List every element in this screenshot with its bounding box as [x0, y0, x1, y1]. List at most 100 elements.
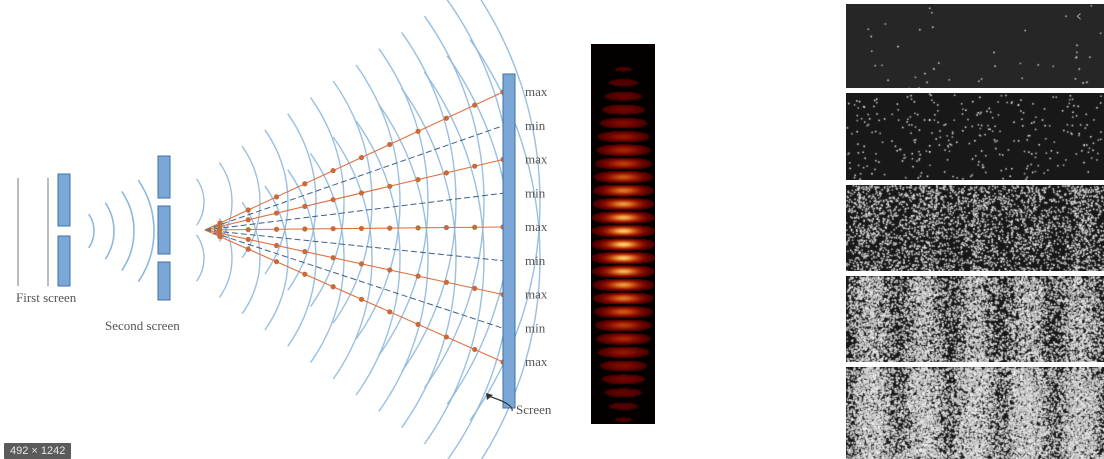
maximum-line [204, 229, 504, 363]
screen-pointer-arrowhead [486, 393, 493, 400]
slit-wavefront [241, 145, 261, 259]
minimum-line [204, 229, 504, 262]
intersection-dot [217, 234, 223, 240]
electron-hits [846, 93, 1104, 180]
first-slit-wavefront [121, 191, 135, 271]
max-label: max [525, 219, 548, 234]
min-label: min [525, 253, 546, 268]
intersection-dot [443, 224, 449, 231]
chevron-left-icon[interactable]: ‹ [1075, 6, 1082, 25]
intersection-dot [245, 236, 251, 242]
intersection-dot [330, 226, 336, 232]
intersection-dot [472, 102, 478, 108]
max-min-labels: max min max min max min max min max [525, 84, 548, 369]
intersection-dot [245, 246, 251, 252]
intersection-dot [358, 296, 365, 302]
intersection-dot [273, 210, 280, 216]
intersection-dot [273, 259, 280, 265]
first-screen-upper [57, 173, 71, 227]
double-slit-diagram: max min max min max min max min max First screen… [16, 0, 552, 459]
slit-wavefront [218, 162, 233, 242]
first-screen-lower [57, 235, 71, 287]
max-label: max [525, 152, 548, 167]
slit-wavefront [287, 113, 317, 291]
intersection-dot [472, 285, 478, 291]
intersection-dot [443, 334, 449, 340]
intersection-dot [472, 346, 478, 353]
buildup-panel [846, 93, 1104, 180]
intersection-dot [302, 203, 308, 209]
first-slit-wavefront [88, 213, 95, 249]
slit-wavefront [264, 129, 289, 275]
intersection-dot [302, 226, 308, 232]
intersection-dot [443, 115, 449, 121]
intersection-dot [443, 170, 449, 176]
intersection-dot [273, 194, 280, 200]
minimum-line [204, 192, 504, 231]
intersection-dot [358, 225, 365, 232]
min-label: min [525, 320, 546, 335]
intersection-dot [387, 309, 393, 315]
slit-wavefront [401, 87, 457, 429]
slit-wavefront [309, 97, 345, 307]
intersection-dot [273, 242, 280, 249]
first-screen-label: First screen [16, 290, 77, 305]
intersection-dot [330, 168, 336, 174]
fringe-pattern [591, 44, 655, 424]
first-slit-wavefront [137, 179, 155, 283]
interference-lines [204, 91, 504, 363]
maximum-line [204, 158, 504, 231]
interference-fringe-photo [591, 44, 655, 424]
intersection-dot [245, 217, 251, 223]
electron-hits [846, 276, 1104, 362]
slit-wavefront [218, 218, 233, 298]
intersection-dot [358, 261, 365, 267]
intersection-dot [245, 207, 251, 213]
intersection-dot [302, 271, 308, 277]
slit-wavefront [195, 178, 205, 226]
intersection-dot [302, 249, 308, 255]
maximum-line [204, 91, 504, 231]
min-label: min [525, 118, 546, 133]
minimum-line [204, 125, 504, 231]
wavefronts [88, 0, 541, 459]
second-screen-label: Second screen [105, 318, 180, 333]
slit-wavefront [332, 136, 373, 380]
intersection-dot [415, 176, 421, 183]
min-label: min [525, 185, 546, 200]
intersection-dot [415, 321, 421, 327]
buildup-panel [846, 185, 1104, 271]
intersection-dot [472, 224, 478, 230]
intersection-dot [358, 190, 365, 196]
maximum-line [204, 226, 504, 231]
slit-wavefront [423, 71, 485, 445]
intersection-dot [358, 154, 365, 161]
second-screen-middle [157, 205, 171, 255]
slit-wavefront [355, 120, 401, 396]
slit-wavefront [264, 185, 289, 331]
intersection-dot [443, 279, 449, 285]
slit-wavefront [332, 80, 373, 324]
intersection-dot [415, 225, 421, 231]
maximum-line [204, 229, 504, 296]
electron-hits [846, 185, 1104, 271]
intersection-dot [387, 183, 393, 189]
electron-buildup-panels: ‹ [846, 4, 1104, 459]
first-slit-wavefront [104, 202, 115, 260]
intersection-dot [330, 284, 336, 290]
slit-wavefront [287, 169, 317, 347]
screen-label: Screen [516, 402, 552, 417]
intersection-dot [302, 181, 308, 187]
second-screen-top [157, 155, 171, 199]
slit-wavefront [195, 234, 205, 282]
intersection-dot [472, 163, 478, 169]
intersection-dot [387, 225, 393, 231]
max-label: max [525, 354, 548, 369]
intersection-dot [245, 226, 251, 233]
intersection-dot [387, 267, 393, 273]
slit-wavefront [355, 64, 401, 340]
max-label: max [525, 84, 548, 99]
second-screen-bottom [157, 261, 171, 301]
electron-hits [846, 4, 1104, 88]
slit-wavefront [309, 153, 345, 363]
